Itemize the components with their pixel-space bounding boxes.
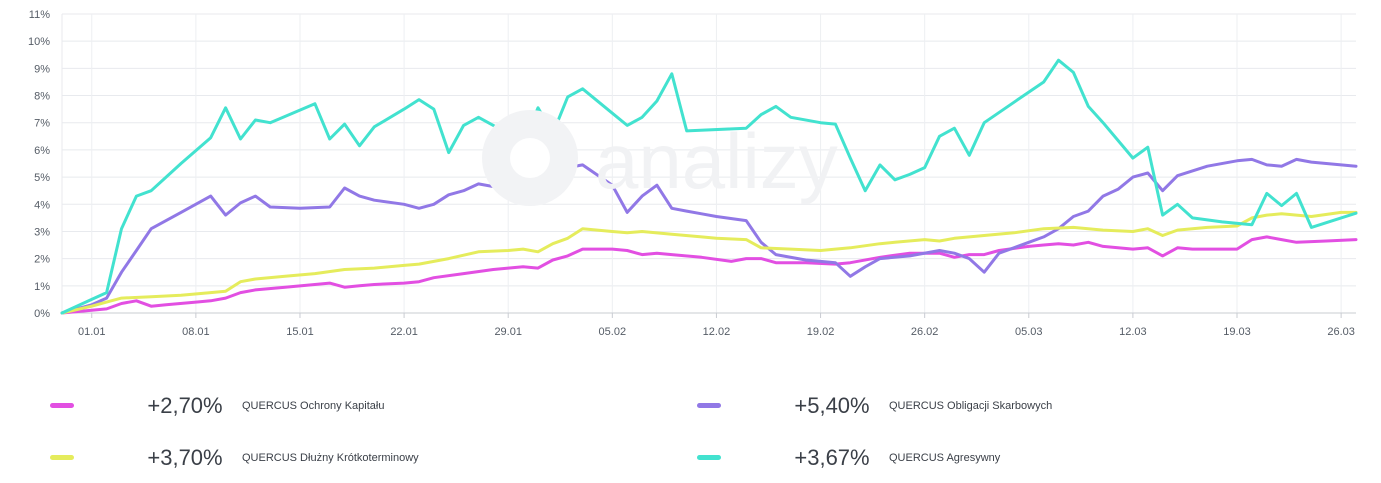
x-tick-label: 19.02 <box>807 326 835 338</box>
x-tick-label: 05.03 <box>1015 326 1043 338</box>
legend-fund-name: QUERCUS Dłużny Krótkoterminowy <box>242 452 419 464</box>
chart-area: 01.01 08.01 15.01 22.01 29.01 05.02 12.02 19.02… <box>28 9 1358 338</box>
legend-item-ochrony: +2,70% QUERCUS Ochrony Kapitału <box>50 391 650 421</box>
series-line-2 <box>60 210 1358 315</box>
legend-swatch <box>697 455 721 460</box>
legend-swatch <box>697 403 721 408</box>
y-tick-label: 8% <box>34 91 50 103</box>
x-tick-label: 26.03 <box>1327 326 1355 338</box>
x-tick-label: 19.03 <box>1223 326 1251 338</box>
y-tick-label: 6% <box>34 145 50 157</box>
line-chart: 01.01 08.01 15.01 22.01 29.01 05.02 12.02 19.02… <box>28 9 1358 338</box>
y-tick-label: 10% <box>28 36 50 48</box>
legend-fund-name: QUERCUS Agresywny <box>889 452 1001 464</box>
y-tick-label: 1% <box>34 281 50 293</box>
legend-swatch <box>50 455 74 460</box>
legend-fund-name: QUERCUS Ochrony Kapitału <box>242 400 385 412</box>
y-tick-label: 7% <box>34 118 50 130</box>
legend-item-obligacji: +5,40% QUERCUS Obligacji Skarbowych <box>697 391 1297 421</box>
series-line-0 <box>60 235 1358 315</box>
y-tick-label: 5% <box>34 172 50 184</box>
y-tick-label: 9% <box>34 63 50 75</box>
legend-item-agresywny: +3,67% QUERCUS Agresywny <box>697 443 1297 473</box>
legend-item-dluzny: +3,70% QUERCUS Dłużny Krótkoterminowy <box>50 443 650 473</box>
x-tick-label: 12.02 <box>703 326 731 338</box>
legend-return-value: +2,70% <box>147 393 223 418</box>
x-axis: 01.01 08.01 15.01 22.01 29.01 05.02 12.02 19.02… <box>62 312 1356 338</box>
x-tick-label: 12.03 <box>1119 326 1147 338</box>
x-tick-label: 15.01 <box>286 326 314 338</box>
legend: +2,70% QUERCUS Ochrony Kapitału +5,40% Q… <box>0 375 1381 483</box>
x-tick-label: 05.02 <box>599 326 627 338</box>
grid <box>61 13 1356 314</box>
y-tick-label: 4% <box>34 199 50 211</box>
y-tick-label: 3% <box>34 226 50 238</box>
series-line-1 <box>60 157 1358 315</box>
legend-return-value: +5,40% <box>794 393 870 418</box>
series-lines <box>60 58 1358 315</box>
series-line-3 <box>60 58 1358 315</box>
x-tick-label: 01.01 <box>78 326 106 338</box>
x-tick-label: 29.01 <box>494 326 522 338</box>
legend-return-value: +3,70% <box>147 445 223 470</box>
legend-return-value: +3,67% <box>794 445 870 470</box>
x-tick-label: 08.01 <box>182 326 210 338</box>
y-tick-label: 11% <box>29 9 50 21</box>
y-axis: 0% 1% 2% 3% 4% 5% 6% 7% 8% 9% 10% 11% <box>28 9 50 320</box>
y-tick-label: 0% <box>34 308 50 320</box>
y-tick-label: 2% <box>34 254 50 266</box>
x-tick-label: 26.02 <box>911 326 939 338</box>
legend-swatch <box>50 403 74 408</box>
legend-fund-name: QUERCUS Obligacji Skarbowych <box>889 400 1053 412</box>
x-tick-label: 22.01 <box>390 326 418 338</box>
